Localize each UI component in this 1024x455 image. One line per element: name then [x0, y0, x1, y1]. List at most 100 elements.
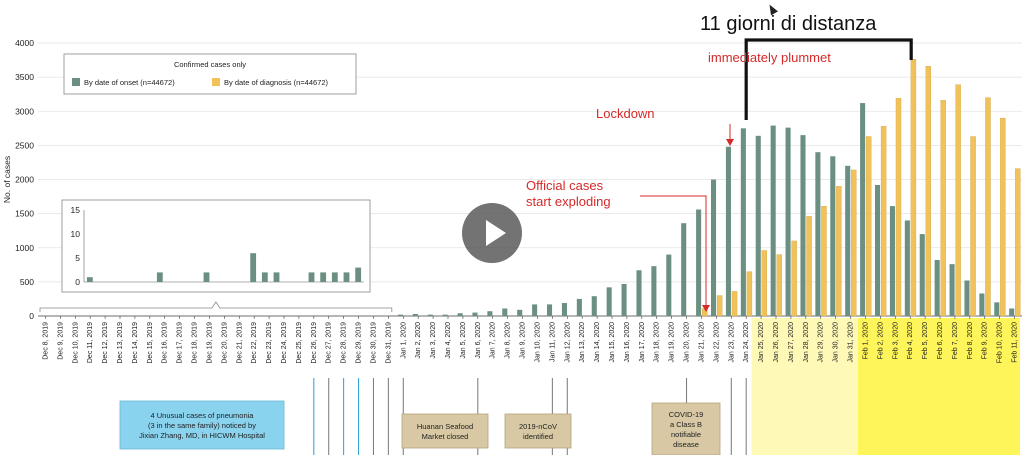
- y-tick-label: 4000: [15, 38, 34, 48]
- bar-onset: [845, 165, 851, 316]
- x-tick-label: Dec 27, 2019: [326, 322, 333, 364]
- x-tick-label: Jan 9, 2020: [520, 322, 527, 359]
- bar-onset: [740, 128, 746, 316]
- highlight-zone-late-jan: [751, 318, 858, 455]
- event-box-text: identified: [523, 432, 553, 441]
- bar-diagnosis: [1000, 117, 1006, 317]
- x-tick-label: Dec 8, 2019: [42, 322, 49, 360]
- y-tick-label: 1000: [15, 243, 34, 253]
- bar-onset: [681, 223, 687, 316]
- bar-diagnosis: [1015, 168, 1021, 317]
- x-tick-label: Jan 19, 2020: [669, 322, 676, 363]
- x-tick-label: Dec 26, 2019: [311, 322, 318, 364]
- bar-onset: [919, 234, 925, 316]
- inset-y-tick-label: 0: [75, 277, 80, 287]
- event-box-text: COVID-19: [669, 410, 704, 419]
- bar-onset: [591, 296, 597, 316]
- inset-bar: [203, 272, 210, 282]
- x-tick-label: Jan 5, 2020: [460, 322, 467, 359]
- x-tick-label: Dec 31, 2019: [385, 322, 392, 364]
- official-arrow: [640, 195, 707, 308]
- x-tick-label: Jan 28, 2020: [803, 322, 810, 363]
- inset-bar: [331, 272, 338, 282]
- eleven-day-bracket: [744, 38, 913, 120]
- annotation-official-2: start exploding: [526, 194, 611, 209]
- bar-diagnosis: [851, 169, 857, 317]
- x-tick-label: Jan 12, 2020: [564, 322, 571, 363]
- annotation-lockdown: Lockdown: [596, 106, 655, 121]
- legend-label-onset: By date of onset (n=44672): [84, 78, 175, 87]
- event-box-text: notifiable: [671, 430, 701, 439]
- legend-swatch-onset: [72, 78, 80, 86]
- x-tick-label: Jan 30, 2020: [833, 322, 840, 363]
- x-tick-label: Jan 25, 2020: [758, 322, 765, 363]
- play-button[interactable]: [462, 203, 522, 263]
- bar-onset: [949, 264, 955, 316]
- bar-diagnosis: [716, 295, 723, 317]
- bar-onset: [606, 287, 612, 316]
- x-tick-label: Feb 3, 2020: [892, 322, 899, 359]
- bar-onset: [397, 314, 403, 316]
- bar-diagnosis: [895, 98, 902, 317]
- bar-diagnosis: [925, 66, 932, 317]
- bar-onset: [904, 220, 910, 316]
- x-tick-label: Jan 18, 2020: [654, 322, 661, 363]
- y-tick-label: 2000: [15, 175, 34, 185]
- x-tick-label: Dec 9, 2019: [57, 322, 64, 360]
- x-tick-label: Jan 16, 2020: [624, 322, 631, 363]
- bar-onset: [427, 314, 433, 316]
- x-tick-label: Feb 9, 2020: [982, 322, 989, 359]
- x-tick-label: Feb 8, 2020: [967, 322, 974, 359]
- bar-onset: [442, 314, 448, 316]
- event-box-pneumonia: [119, 400, 285, 450]
- x-tick-label: Feb 2, 2020: [877, 322, 884, 359]
- bar-diagnosis: [776, 254, 782, 317]
- bar-onset: [546, 304, 553, 316]
- x-tick-label: Jan 20, 2020: [684, 322, 691, 363]
- x-tick-label: Dec 29, 2019: [356, 322, 363, 364]
- x-tick-label: Jan 27, 2020: [788, 322, 795, 363]
- bar-onset: [934, 260, 940, 316]
- x-tick-label: Dec 23, 2019: [266, 322, 273, 364]
- x-tick-label: Jan 2, 2020: [415, 322, 422, 359]
- official-arrowhead: [702, 305, 710, 312]
- bar-onset: [889, 206, 895, 316]
- y-tick-label: 0: [29, 311, 34, 321]
- x-tick-label: Dec 30, 2019: [370, 322, 377, 364]
- bar-onset: [412, 313, 418, 316]
- x-tick-label: Jan 21, 2020: [698, 322, 705, 363]
- event-box-text: a Class B: [670, 420, 702, 429]
- x-tick-label: Dec 21, 2019: [236, 322, 243, 364]
- inset-y-tick-label: 10: [71, 229, 81, 239]
- y-tick-label: 1500: [15, 209, 34, 219]
- y-tick-label: 2500: [15, 140, 34, 150]
- inset-y-tick-label: 15: [71, 205, 81, 215]
- x-tick-label: Jan 10, 2020: [534, 322, 541, 363]
- annotation-plummet: immediately plummet: [708, 50, 831, 65]
- legend-swatch-diagnosis: [212, 78, 220, 86]
- y-tick-label: 3000: [15, 106, 34, 116]
- event-box-text: Jixian Zhang, MD, in HICWM Hospital: [139, 431, 265, 440]
- bar-onset: [994, 302, 1000, 316]
- x-tick-label: Jan 31, 2020: [848, 322, 855, 363]
- x-tick-label: Dec 19, 2019: [206, 322, 213, 364]
- x-tick-label: Dec 14, 2019: [132, 322, 139, 364]
- inset-bar: [343, 272, 350, 282]
- inset-box: [61, 199, 371, 293]
- bar-diagnosis: [940, 100, 946, 317]
- x-tick-label: Jan 3, 2020: [430, 322, 437, 359]
- x-tick-label: Jan 17, 2020: [639, 322, 646, 363]
- bar-diagnosis: [761, 250, 768, 317]
- bar-onset: [457, 313, 463, 316]
- x-tick-label: Jan 6, 2020: [475, 322, 482, 359]
- inset-bar: [273, 272, 280, 282]
- bar-onset: [576, 298, 582, 316]
- y-tick-label: 3500: [15, 72, 34, 82]
- bar-onset: [830, 156, 836, 316]
- bar-onset: [815, 152, 821, 316]
- bar-onset: [874, 184, 881, 316]
- inset-bar: [86, 277, 93, 282]
- x-tick-label: Dec 22, 2019: [251, 322, 258, 364]
- x-tick-label: Jan 4, 2020: [445, 322, 452, 359]
- bar-diagnosis: [731, 291, 738, 317]
